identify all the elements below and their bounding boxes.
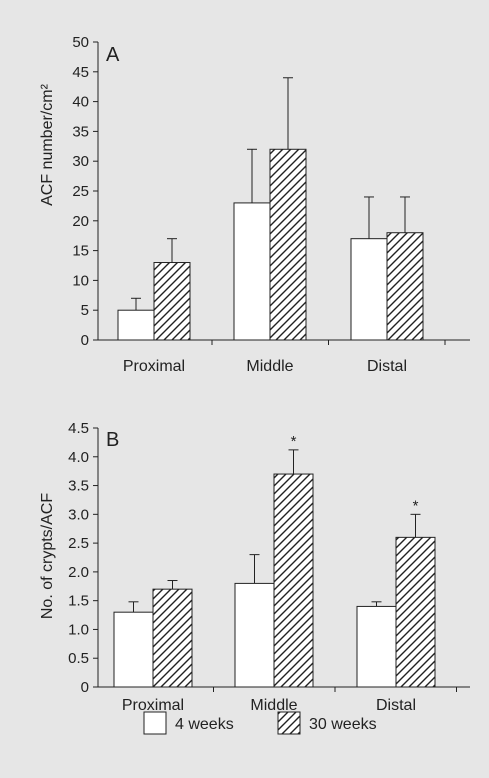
panel-a-y-tick-label: 45 [72, 64, 89, 81]
panel-b-y-tick-label: 4.5 [68, 420, 89, 437]
panel-b-category-label-distal: Distal [376, 697, 416, 714]
panel-a-bar-distal-4-weeks [350, 238, 388, 341]
panel-b-y-tick-label: 2.5 [68, 535, 89, 552]
panel-a-y-tick-label: 35 [72, 123, 89, 140]
panel-b-bar-middle-30-weeks [273, 473, 314, 688]
panel-b-y-tick-label: 2.0 [68, 564, 89, 581]
panel-a-y-tick-label: 40 [72, 94, 89, 111]
legend-label-4-weeks: 4 weeks [175, 716, 234, 733]
panel-a-y-axis-title: ACF number/cm² [39, 83, 56, 205]
panel-b-category-label-proximal: Proximal [122, 697, 184, 714]
panel-b-significance-middle: * [291, 433, 297, 450]
panel-b-y-tick-label: 1.5 [68, 593, 89, 610]
panel-a-category-label-proximal: Proximal [123, 358, 185, 375]
panel-b-bar-distal-4-weeks [356, 605, 397, 688]
panel-b-y-tick-label: 0 [81, 679, 89, 696]
panel-b-label: B [106, 429, 119, 451]
panel-b-y-tick-label: 4.0 [68, 449, 89, 466]
legend-swatch-4-weeks [143, 711, 167, 735]
panel-b-y-tick-label: 3.5 [68, 478, 89, 495]
panel-a-bar-middle-30-weeks [269, 148, 307, 341]
panel-a-y-tick-label: 10 [72, 272, 89, 289]
panel-b-bar-proximal-4-weeks [113, 611, 154, 688]
panel-a-y-tick-label: 50 [72, 34, 89, 51]
panel-b-category-label-middle: Middle [250, 697, 297, 714]
legend: 4 weeks 30 weeks [143, 711, 377, 735]
panel-b-y-tick-label: 3.0 [68, 506, 89, 523]
panel-b-y-axis-title: No. of crypts/ACF [39, 493, 56, 619]
panel-b-y-tick-label: 1.0 [68, 621, 89, 638]
panel-b-bar-proximal-30-weeks [152, 588, 193, 688]
panel-a-y-tick-label: 0 [81, 332, 89, 349]
panel-a-y-tick-label: 20 [72, 213, 89, 230]
panel-a-bar-proximal-4-weeks [117, 309, 155, 341]
panel-a-bar-proximal-30-weeks [153, 262, 191, 341]
panel-a-y-tick-label: 30 [72, 153, 89, 170]
panel-b-bar-middle-4-weeks [234, 582, 275, 688]
panel-a-category-label-middle: Middle [246, 358, 293, 375]
panel-a-bar-middle-4-weeks [233, 202, 271, 341]
panel-a-label: A [106, 44, 120, 66]
panel-a-y-tick-label: 5 [81, 302, 89, 319]
legend-label-30-weeks: 30 weeks [309, 716, 377, 733]
panel-a-bar-distal-30-weeks [386, 232, 424, 341]
panel-b-bar-distal-30-weeks [395, 536, 436, 688]
panel-a-y-tick-label: 15 [72, 243, 89, 260]
panel-a-y-tick-label: 25 [72, 183, 89, 200]
panel-b: B No. of crypts/ACF 0 0.5 1.0 1.5 2.0 2.5 3.0 3… [39, 420, 470, 714]
panel-a: A ACF number/cm² 0 5 10 15 20 25 30 35 40 45 50 Pro… [39, 34, 470, 375]
panel-a-category-label-distal: Distal [367, 358, 407, 375]
legend-swatch-30-weeks [277, 711, 301, 735]
panel-b-y-tick-label: 0.5 [68, 650, 89, 667]
panel-b-significance-distal: * [413, 497, 419, 514]
